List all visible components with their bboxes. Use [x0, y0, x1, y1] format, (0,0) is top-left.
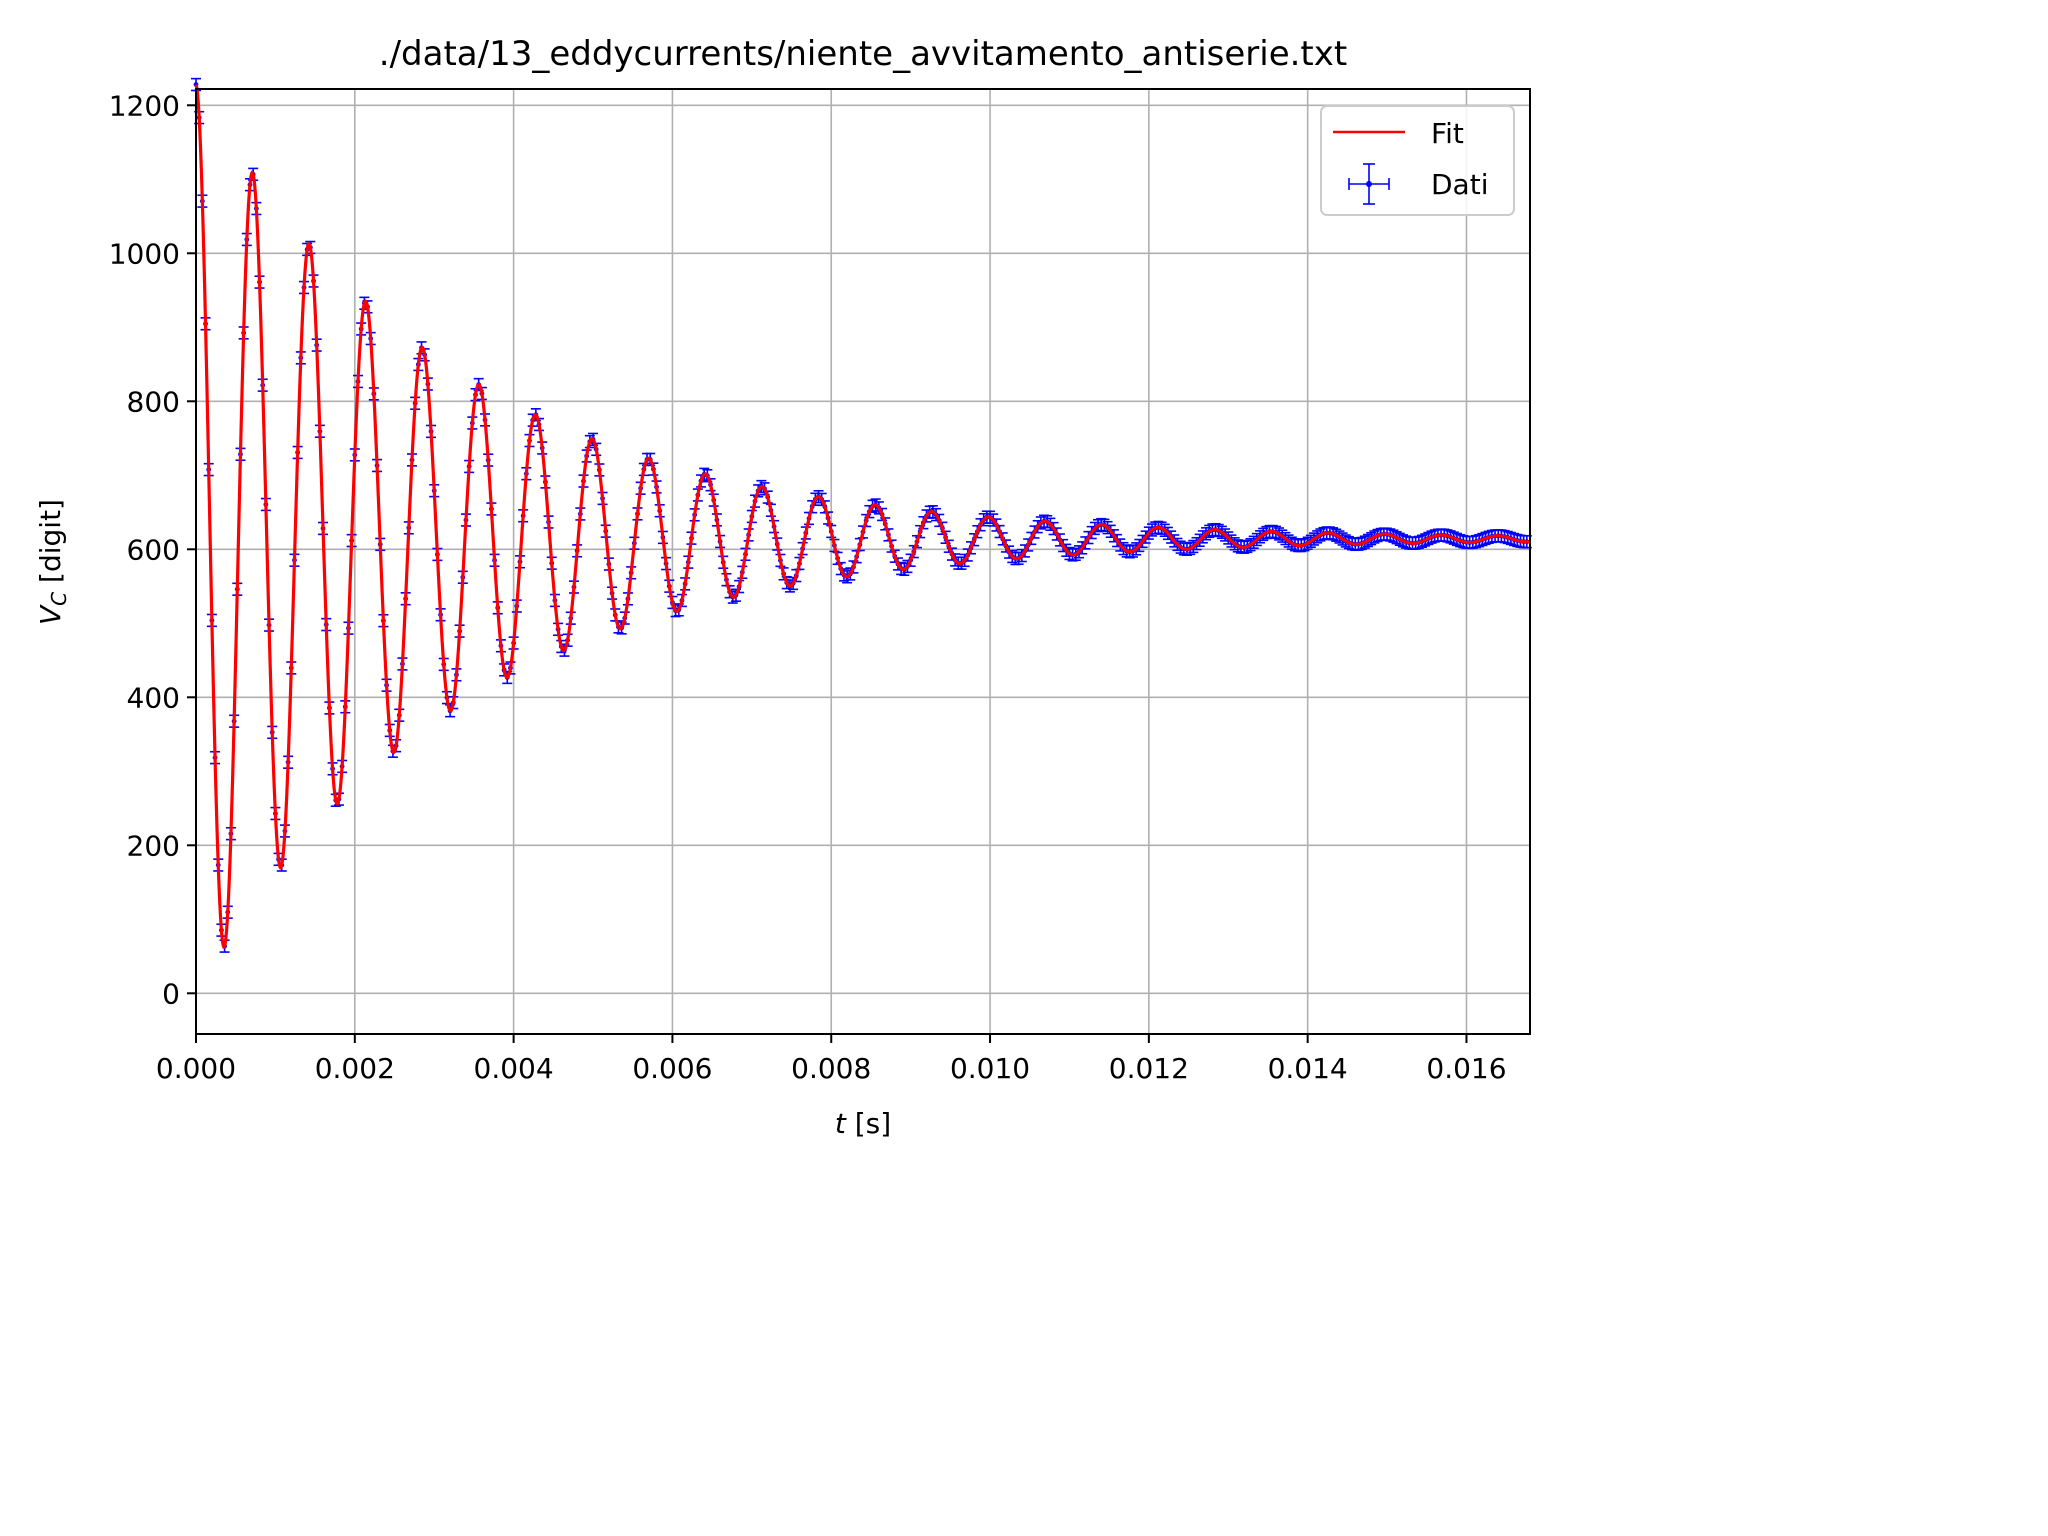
chart-svg: ./data/13_eddycurrents/niente_avvitament… — [34, 34, 1532, 1140]
x-tick-label: 0.000 — [156, 1052, 236, 1085]
legend-dati-dot — [1366, 181, 1372, 187]
chart-figure: ./data/13_eddycurrents/niente_avvitament… — [34, 34, 1532, 1140]
legend-fit-label: Fit — [1431, 117, 1464, 150]
x-axis-label-var: t — [835, 1107, 847, 1140]
y-axis-label: VC [digit] — [34, 499, 71, 625]
legend-dati-swatch — [1348, 163, 1390, 205]
legend-dati-label: Dati — [1431, 168, 1488, 201]
y-axis-ticks: 0 200 400 600 800 1000 1200 — [109, 89, 196, 1010]
x-axis-ticks: 0.000 0.002 0.004 0.006 0.008 0.010 0.012 0.014… — [156, 1034, 1507, 1085]
x-tick-label: 0.008 — [791, 1052, 871, 1085]
legend: Fit Dati — [1320, 105, 1515, 216]
fit-curve — [194, 84, 1531, 949]
y-axis-label-var: V — [34, 604, 67, 625]
x-tick-label: 0.010 — [950, 1052, 1030, 1085]
x-axis-label: t [s] — [835, 1107, 891, 1140]
chart-title: ./data/13_eddycurrents/niente_avvitament… — [379, 34, 1347, 74]
y-axis-label-unit: [digit] — [34, 499, 67, 592]
x-tick-label: 0.016 — [1426, 1052, 1506, 1085]
grid-lines — [195, 89, 1530, 1034]
x-tick-label: 0.012 — [1109, 1052, 1189, 1085]
y-tick-label: 600 — [127, 533, 180, 566]
y-tick-label: 200 — [127, 829, 180, 862]
plot-frame — [195, 88, 1531, 1035]
fit-curve-line — [194, 84, 1531, 949]
x-tick-label: 0.014 — [1268, 1052, 1348, 1085]
y-tick-label: 1000 — [109, 237, 180, 270]
x-axis-label-unit: [s] — [846, 1107, 891, 1140]
y-tick-label: 800 — [127, 385, 180, 418]
x-tick-label: 0.006 — [632, 1052, 712, 1085]
y-tick-label: 1200 — [109, 89, 180, 122]
y-tick-label: 0 — [162, 977, 180, 1010]
y-axis-label-sub: C — [47, 592, 71, 606]
x-tick-label: 0.002 — [315, 1052, 395, 1085]
y-tick-label: 400 — [127, 681, 180, 714]
x-tick-label: 0.004 — [474, 1052, 554, 1085]
